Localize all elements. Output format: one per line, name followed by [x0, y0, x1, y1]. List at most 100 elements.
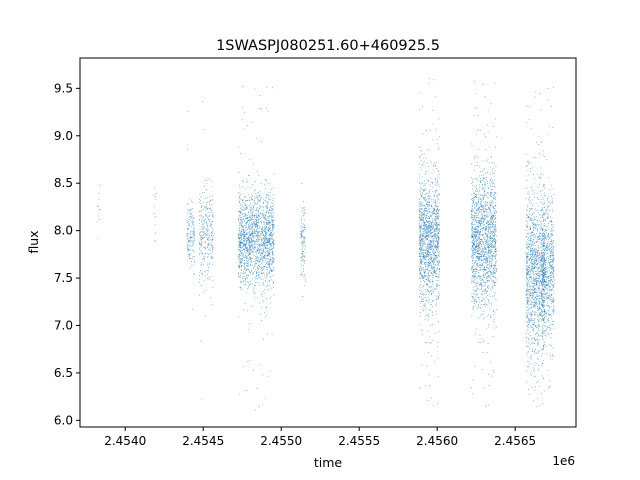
data-point [271, 333, 273, 335]
data-point [239, 254, 241, 256]
data-point [258, 262, 260, 263]
data-point [272, 213, 274, 215]
data-point [436, 221, 438, 223]
data-point [266, 255, 268, 256]
data-point [478, 246, 480, 248]
data-point [264, 231, 266, 233]
data-point [436, 260, 438, 262]
data-point [436, 195, 438, 197]
data-point [302, 241, 304, 243]
data-point [495, 225, 497, 227]
data-point [263, 244, 265, 246]
data-point [482, 260, 484, 262]
data-point [420, 224, 422, 226]
data-point [423, 221, 425, 223]
data-point [495, 240, 497, 242]
data-point [425, 288, 427, 290]
data-point [481, 282, 483, 284]
data-point [424, 222, 426, 224]
data-point [431, 211, 433, 213]
data-point [266, 222, 267, 224]
data-point [489, 295, 491, 297]
data-point [272, 241, 274, 243]
data-point [188, 250, 190, 251]
data-point [243, 231, 245, 233]
data-point [245, 256, 247, 258]
data-point [494, 211, 496, 213]
data-point [419, 245, 421, 247]
data-point [421, 154, 423, 156]
data-point [238, 275, 240, 277]
data-point [495, 235, 497, 237]
data-point [480, 260, 482, 261]
data-point [240, 223, 242, 225]
data-point [483, 212, 485, 214]
data-point [437, 228, 439, 230]
data-point [485, 184, 487, 186]
data-point [437, 297, 439, 299]
data-point [209, 252, 211, 254]
data-point [419, 251, 421, 253]
data-point [437, 346, 438, 348]
data-point [252, 224, 254, 226]
data-point [268, 267, 270, 268]
data-point [273, 269, 275, 271]
data-point [435, 231, 437, 233]
data-point [252, 251, 253, 253]
data-point [423, 267, 425, 269]
data-point [253, 222, 255, 224]
data-point [471, 275, 473, 277]
data-point [266, 231, 268, 233]
data-point [494, 234, 496, 236]
data-point [487, 257, 489, 259]
data-point [260, 228, 262, 230]
data-point [238, 201, 240, 203]
data-point [435, 239, 437, 241]
data-point [266, 286, 268, 288]
data-point [422, 202, 424, 203]
data-point [482, 189, 484, 190]
data-point [418, 255, 420, 257]
data-point [435, 201, 437, 203]
data-point [481, 210, 483, 212]
data-point [243, 269, 245, 271]
data-point [263, 291, 265, 293]
data-point [258, 405, 260, 407]
data-point [249, 249, 251, 251]
data-point [486, 298, 488, 300]
data-point [419, 237, 420, 239]
data-point [425, 249, 427, 251]
data-point [477, 200, 479, 202]
data-point [199, 232, 201, 234]
data-point [266, 298, 268, 300]
data-point [201, 226, 203, 228]
data-point [202, 223, 204, 225]
data-point [489, 191, 491, 193]
data-point [303, 231, 305, 233]
data-point [436, 279, 438, 281]
data-point [479, 219, 481, 221]
data-point [248, 238, 250, 240]
data-point [427, 192, 429, 194]
data-point [495, 199, 496, 201]
data-point [471, 184, 473, 186]
data-point [256, 237, 258, 239]
data-point [304, 239, 306, 241]
data-point [424, 266, 426, 267]
data-point [490, 182, 492, 184]
data-point [428, 318, 430, 320]
data-point [481, 313, 483, 315]
data-point [494, 82, 496, 84]
data-point [489, 193, 491, 195]
data-point [203, 236, 205, 238]
data-point [495, 229, 497, 231]
data-point [253, 222, 255, 224]
data-point [211, 231, 213, 232]
data-point [250, 210, 252, 212]
data-point [485, 406, 487, 408]
data-point [271, 263, 273, 265]
data-point [272, 266, 274, 268]
data-point [242, 277, 244, 279]
data-point [264, 276, 266, 278]
data-point [494, 256, 496, 258]
